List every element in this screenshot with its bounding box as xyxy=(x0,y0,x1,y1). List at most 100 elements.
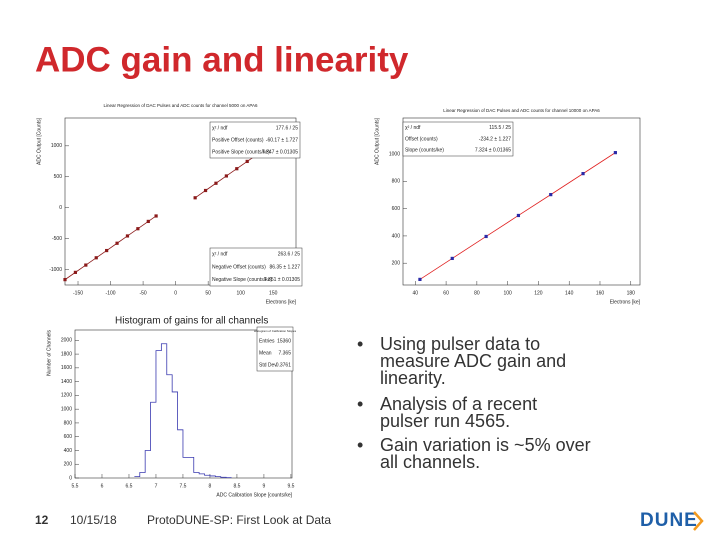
plot-title: Histogram of gains for all channels xyxy=(115,316,268,327)
stats-value: 7.351 ± 0.01305 xyxy=(264,277,300,283)
bullet-marker: • xyxy=(357,394,363,414)
footer-text: ProtoDUNE-SP: First Look at Data xyxy=(147,513,331,527)
data-point xyxy=(84,263,88,267)
page-number: 12 xyxy=(35,513,49,527)
y-tick-label: 1200 xyxy=(61,393,72,399)
stats-title: Histogram of Calibration Slopes xyxy=(254,329,297,333)
stats-label: Negative Offset (counts) xyxy=(212,264,266,270)
stats-box xyxy=(209,247,303,287)
x-tick-label: 7 xyxy=(155,483,158,489)
x-tick-label: 180 xyxy=(627,290,636,296)
stats-value: 177.6 / 25 xyxy=(276,125,298,131)
x-tick-label: -150 xyxy=(73,290,83,296)
x-tick-label: 140 xyxy=(565,290,574,296)
y-tick-label: 200 xyxy=(64,462,73,468)
x-tick-label: 9.5 xyxy=(287,483,294,489)
data-point xyxy=(105,248,109,253)
bullet-line: pulser run 4565. xyxy=(380,411,510,431)
data-point xyxy=(125,234,130,238)
x-tick-label: 9 xyxy=(263,483,266,489)
y-tick-label: 800 xyxy=(64,420,73,426)
data-point xyxy=(581,172,585,176)
bullet-text: Gain variation is ~5% over all channels. xyxy=(380,435,591,472)
data-point xyxy=(73,270,78,274)
data-point xyxy=(418,277,422,282)
x-tick-label: 150 xyxy=(269,290,278,296)
plot-frame xyxy=(74,329,293,479)
y-tick-label: -500 xyxy=(52,236,62,242)
data-point xyxy=(549,193,553,197)
stats-box xyxy=(209,121,301,159)
stats-value: 263.6 / 25 xyxy=(278,252,300,258)
stats-value: 115.5 / 25 xyxy=(489,125,511,131)
stats-label: Slope (counts/ke) xyxy=(405,148,444,154)
x-tick-label: 60 xyxy=(443,290,449,296)
hist-outline xyxy=(134,343,232,479)
stats-box xyxy=(256,326,294,372)
x-tick-label: 100 xyxy=(503,290,512,296)
y-tick-label: 0 xyxy=(69,475,72,481)
x-tick-label: 160 xyxy=(596,290,605,296)
y-tick-label: 800 xyxy=(392,179,401,185)
bullet-line: linearity. xyxy=(380,368,446,388)
data-point xyxy=(193,196,197,200)
data-point xyxy=(136,227,140,231)
x-tick-label: 80 xyxy=(474,290,480,296)
plot-title: Linear Regression of DAC Pulses and ADC … xyxy=(443,108,600,113)
fit-line xyxy=(64,215,157,280)
footer-date: 10/15/18 xyxy=(70,513,117,527)
stats-value: -60.17 ± 1.727 xyxy=(266,137,298,143)
stats-label: Positive Slope (counts/ke) xyxy=(212,149,270,155)
stats-label: Positive Offset (counts) xyxy=(212,137,264,143)
data-point xyxy=(94,256,98,260)
plot-title: Linear Regression of DAC Pulses and ADC … xyxy=(103,103,258,108)
bullet-line: Using pulser data to xyxy=(380,334,540,354)
x-tick-label: 100 xyxy=(237,290,246,296)
data-point xyxy=(203,188,208,193)
logo: DUNE xyxy=(640,510,698,531)
stats-label: χ² / ndf xyxy=(405,125,421,131)
y-tick-label: 600 xyxy=(392,206,401,212)
logo-accent xyxy=(693,511,704,531)
stats-value: 15360 xyxy=(277,338,291,344)
data-point xyxy=(214,181,218,185)
data-point xyxy=(450,256,454,261)
data-point xyxy=(63,278,67,282)
stats-label: Entries xyxy=(259,338,275,344)
y-tick-label: 1000 xyxy=(61,406,72,412)
slide-title: ADC gain and linearity xyxy=(35,40,409,79)
stats-value: 7.324 ± 0.01365 xyxy=(475,148,511,154)
bullet-line: Gain variation is ~5% over xyxy=(380,435,591,455)
x-tick-label: 6.5 xyxy=(126,483,133,489)
y-tick-label: 2000 xyxy=(61,338,72,344)
stats-value: 86.35 ± 1.227 xyxy=(269,264,300,270)
bullet-line: Analysis of a recent xyxy=(380,394,537,414)
y-tick-label: 0 xyxy=(59,205,62,211)
data-point xyxy=(224,174,228,178)
bullet-text: Using pulser data to measure ADC gain and… xyxy=(380,334,566,388)
y-tick-label: 1000 xyxy=(389,151,400,157)
stats-value: 7.347 ± 0.01305 xyxy=(262,149,298,155)
x-tick-label: -100 xyxy=(106,290,116,296)
x-axis-label: ADC Calibration Slope [counts/ke] xyxy=(216,492,292,498)
x-axis-label: Electrons [ke] xyxy=(610,299,641,305)
bullet-line: measure ADC gain and xyxy=(380,351,566,371)
bullet-list: • • • xyxy=(357,334,363,455)
stats-value: 7.365 xyxy=(278,350,291,356)
y-tick-label: 200 xyxy=(392,261,401,267)
plot: Linear Regression of DAC Pulses and ADC … xyxy=(36,103,303,305)
data-point xyxy=(516,213,521,218)
plot: Linear Regression of DAC Pulses and ADC … xyxy=(374,108,640,305)
stats-box xyxy=(402,121,514,157)
data-point xyxy=(613,151,617,155)
data-point xyxy=(235,167,239,171)
x-axis-label: Electrons [ke] xyxy=(266,299,297,305)
data-point xyxy=(245,159,249,164)
bullet-text: Analysis of a recent pulser run 4565. xyxy=(380,394,537,431)
stats-label: Std Dev xyxy=(259,362,277,368)
y-tick-label: 500 xyxy=(54,174,63,180)
y-tick-label: 1400 xyxy=(61,379,72,385)
x-tick-label: 40 xyxy=(413,290,419,296)
y-tick-label: 1600 xyxy=(61,365,72,371)
